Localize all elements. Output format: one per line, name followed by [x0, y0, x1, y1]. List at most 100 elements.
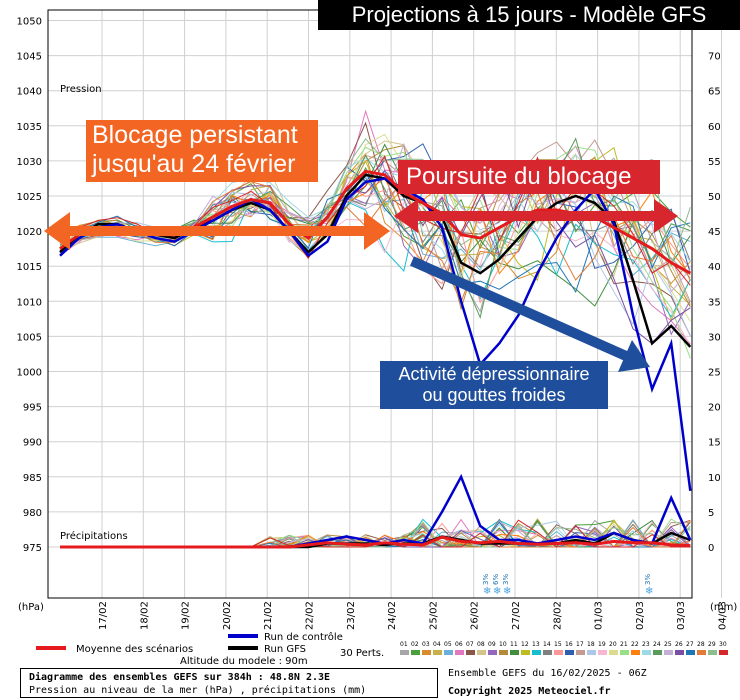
series-line	[59, 177, 692, 491]
x-tick-label: 19/02	[181, 601, 192, 630]
pressure-label: Pression	[60, 84, 102, 95]
pert-number: 29	[708, 641, 716, 648]
info-line2: Pression au niveau de la mer (hPa) , pré…	[29, 685, 367, 696]
left-tick-label: 1020	[17, 227, 42, 238]
snow-percent: 3%	[482, 574, 490, 585]
x-tick-label: 24/02	[387, 601, 398, 630]
annotation-blocage-line2: jusqu'au 24 février	[92, 150, 296, 178]
snow-icon: ❄	[503, 586, 511, 597]
left-tick-label: 1035	[17, 122, 42, 133]
snow-percent: 6%	[492, 574, 500, 585]
pert-swatch	[675, 650, 684, 655]
left-tick-label: 975	[23, 543, 42, 554]
left-tick-label: 995	[23, 403, 42, 414]
x-tick-label: 22/02	[305, 601, 316, 630]
pert-swatch	[477, 650, 486, 655]
pert-swatch	[686, 650, 695, 655]
x-tick-label: 25/02	[428, 601, 439, 630]
annotation-activite-line2: ou gouttes froides	[422, 385, 566, 405]
plot-area	[48, 10, 692, 598]
annotation-blocage: Blocage persistant jusqu'au 24 février	[86, 120, 318, 182]
copyright: Copyright 2025 Meteociel.fr	[448, 686, 611, 697]
pert-number: 14	[543, 641, 551, 648]
annotation-activite: Activité dépressionnaire ou gouttes froi…	[380, 361, 608, 409]
pert-number: 02	[411, 641, 419, 648]
precip-label: Précipitations	[60, 530, 128, 542]
arrow-poursuite-head-left	[394, 199, 418, 233]
right-tick-label: 50	[708, 192, 721, 203]
series-precip-line	[60, 535, 691, 549]
pert-number: 10	[499, 641, 507, 648]
x-tick-label: 20/02	[222, 601, 233, 630]
pert-swatch	[653, 650, 662, 655]
x-tick-label: 27/02	[511, 601, 522, 630]
pert-swatch	[598, 650, 607, 655]
arrow-activite-shaft	[409, 256, 629, 361]
left-tick-label: 1050	[17, 17, 42, 28]
pert-number: 04	[433, 641, 441, 648]
pert-number: 13	[532, 641, 540, 648]
left-tick-label: 1025	[17, 192, 42, 203]
pert-number: 26	[675, 641, 683, 648]
arrow-poursuite-head-right	[654, 199, 678, 233]
x-tick-label: 17/02	[98, 601, 109, 630]
right-tick-label: 10	[708, 473, 721, 484]
left-unit: (hPa)	[18, 602, 44, 613]
annotation-poursuite: Poursuite du blocage	[398, 160, 660, 194]
altitude-label: Altitude du modele : 90m	[180, 656, 308, 667]
arrow-activite-head	[618, 340, 650, 372]
pert-number: 08	[477, 641, 485, 648]
right-tick-label: 45	[708, 227, 721, 238]
pert-number: 01	[400, 641, 408, 648]
pert-number: 07	[466, 641, 474, 648]
pert-swatch	[631, 650, 640, 655]
pert-swatch	[488, 650, 497, 655]
pert-number: 18	[587, 641, 595, 648]
pert-number: 28	[697, 641, 705, 648]
ensemble-label: Ensemble GEFS du 16/02/2025 - 06Z	[448, 668, 647, 679]
pert-swatch	[400, 650, 409, 655]
pert-swatch	[444, 650, 453, 655]
pert-swatch	[499, 650, 508, 655]
x-tick-label: 21/02	[263, 601, 274, 630]
chart-axes: 9759809859909951000100510101015102010251…	[17, 9, 737, 630]
pert-swatch	[532, 650, 541, 655]
pert-swatch	[708, 650, 717, 655]
left-tick-label: 990	[23, 438, 42, 449]
pert-number: 30	[719, 641, 727, 648]
right-tick-label: 35	[708, 297, 721, 308]
snow-icon: ❄	[483, 586, 491, 597]
right-tick-label: 15	[708, 438, 721, 449]
pert-number: 21	[620, 641, 628, 648]
pert-swatch	[554, 650, 563, 655]
pert-swatch	[565, 650, 574, 655]
right-tick-label: 20	[708, 403, 721, 414]
pert-swatch	[576, 650, 585, 655]
pert-number: 23	[642, 641, 650, 648]
pert-number: 19	[598, 641, 606, 648]
annotation-activite-line1: Activité dépressionnaire	[398, 364, 590, 384]
x-tick-label: 28/02	[552, 601, 563, 630]
left-tick-label: 985	[23, 473, 42, 484]
pert-number: 05	[444, 641, 452, 648]
snow-icon: ❄	[645, 586, 653, 597]
pert-number: 16	[565, 641, 573, 648]
right-tick-label: 25	[708, 368, 721, 379]
pert-pressure-line	[59, 181, 691, 304]
left-tick-label: 1015	[17, 262, 42, 273]
right-tick-label: 60	[708, 122, 721, 133]
right-tick-label: 65	[708, 87, 721, 98]
pert-swatch	[433, 650, 442, 655]
left-tick-label: 1040	[17, 87, 42, 98]
pert-number: 15	[554, 641, 562, 648]
left-tick-label: 1010	[17, 297, 42, 308]
x-tick-label: 18/02	[139, 601, 150, 630]
pert-swatch	[543, 650, 552, 655]
pert-swatch	[587, 650, 596, 655]
pert-swatch	[664, 650, 673, 655]
info-box: Diagramme des ensembles GEFS sur 384h : …	[20, 668, 438, 698]
x-tick-label: 04/03	[718, 601, 729, 630]
chart-title: Projections à 15 jours - Modèle GFS	[318, 0, 740, 30]
pert-number: 24	[653, 641, 661, 648]
annotation-arrows	[44, 199, 678, 372]
